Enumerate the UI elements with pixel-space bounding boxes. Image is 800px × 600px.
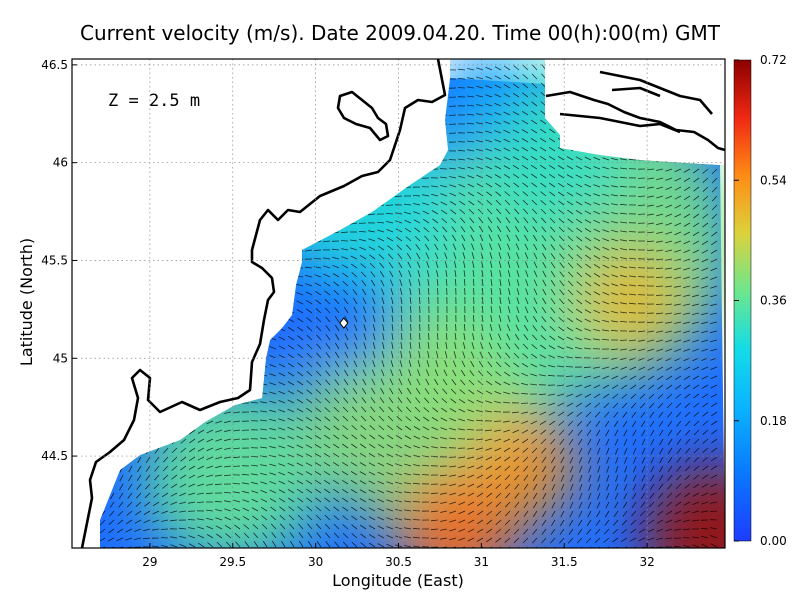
x-tick-label: 29.5 bbox=[219, 555, 246, 569]
x-tick-label: 31.5 bbox=[551, 555, 578, 569]
x-tick-label: 31 bbox=[474, 555, 489, 569]
y-tick-label: 46.5 bbox=[41, 58, 68, 72]
station-marker bbox=[339, 317, 349, 329]
chart-title: Current velocity (m/s). Date 2009.04.20.… bbox=[80, 21, 721, 45]
velocity-field bbox=[72, 59, 725, 548]
land-mask-north bbox=[545, 59, 725, 165]
y-tick-label: 44.5 bbox=[41, 449, 68, 463]
y-axis-label: Latitude (North) bbox=[17, 238, 36, 366]
y-tick-label: 45.5 bbox=[41, 253, 68, 267]
x-axis-label: Longitude (East) bbox=[332, 571, 464, 590]
colorbar-tick-label: 0.18 bbox=[760, 414, 787, 428]
y-tick-label: 45 bbox=[53, 351, 68, 365]
coastline bbox=[80, 59, 725, 548]
colorbar-tick-label: 0.54 bbox=[760, 173, 787, 187]
colorbar-tick-label: 0.72 bbox=[760, 53, 787, 67]
x-tick-label: 30 bbox=[308, 555, 323, 569]
x-tick-label: 29 bbox=[142, 555, 157, 569]
x-tick-label: 32 bbox=[639, 555, 654, 569]
y-axis-ticks: 44.5 45 45.5 46 46.5 bbox=[41, 58, 77, 463]
x-tick-label: 30.5 bbox=[385, 555, 412, 569]
colorbar-ticks: 0.00 0.18 0.36 0.54 0.72 bbox=[734, 53, 787, 548]
colorbar-tick-label: 0.36 bbox=[760, 294, 787, 308]
depth-annotation: Z = 2.5 m bbox=[108, 91, 200, 111]
velocity-blob bbox=[643, 464, 725, 548]
velocity-blob bbox=[436, 59, 527, 140]
colorbar-tick-label: 0.00 bbox=[760, 534, 787, 548]
velocity-blob bbox=[467, 410, 578, 521]
y-tick-label: 46 bbox=[53, 156, 68, 170]
land-mask bbox=[72, 59, 450, 548]
grid bbox=[72, 59, 725, 548]
velocity-blob bbox=[575, 244, 686, 355]
x-axis-ticks: 29 29.5 30 30.5 31 31.5 32 bbox=[142, 543, 655, 569]
